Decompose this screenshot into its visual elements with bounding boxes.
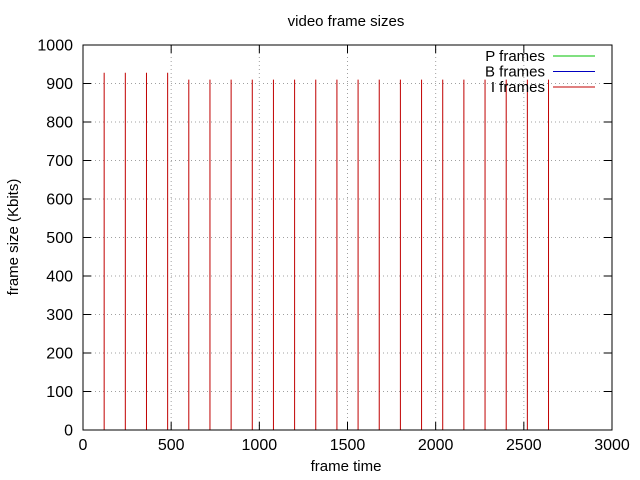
chart-title: video frame sizes (288, 13, 405, 30)
y-tick-label: 500 (46, 230, 73, 247)
x-tick-label: 3000 (594, 437, 630, 454)
y-tick-label: 400 (46, 269, 73, 286)
y-tick-label: 800 (46, 115, 73, 132)
y-tick-label: 600 (46, 192, 73, 209)
y-tick-label: 900 (46, 76, 73, 93)
y-tick-label: 100 (46, 384, 73, 401)
x-tick-label: 1000 (242, 437, 278, 454)
x-tick-label: 500 (158, 437, 185, 454)
x-tick-label: 2500 (506, 437, 542, 454)
legend-label: I frames (491, 79, 545, 96)
legend-label: B frames (485, 64, 545, 81)
x-tick-label: 1500 (330, 437, 366, 454)
y-tick-label: 700 (46, 153, 73, 170)
grid-lines (83, 45, 612, 430)
x-tick-label: 2000 (418, 437, 454, 454)
tick-labels: 0 100 200 300 400 500 600 700 800 900 1000 0 500 1000… (37, 38, 629, 455)
axis-ticks (82, 44, 613, 431)
y-tick-label: 0 (64, 423, 73, 440)
y-axis-title: frame size (Kbits) (5, 179, 22, 296)
data-bars (103, 72, 550, 430)
legend-label: P frames (485, 48, 545, 65)
x-axis-title: frame time (311, 458, 382, 475)
x-tick-label: 0 (79, 437, 88, 454)
y-tick-label: 1000 (37, 38, 73, 55)
y-tick-label: 200 (46, 346, 73, 363)
y-tick-label: 300 (46, 307, 73, 324)
